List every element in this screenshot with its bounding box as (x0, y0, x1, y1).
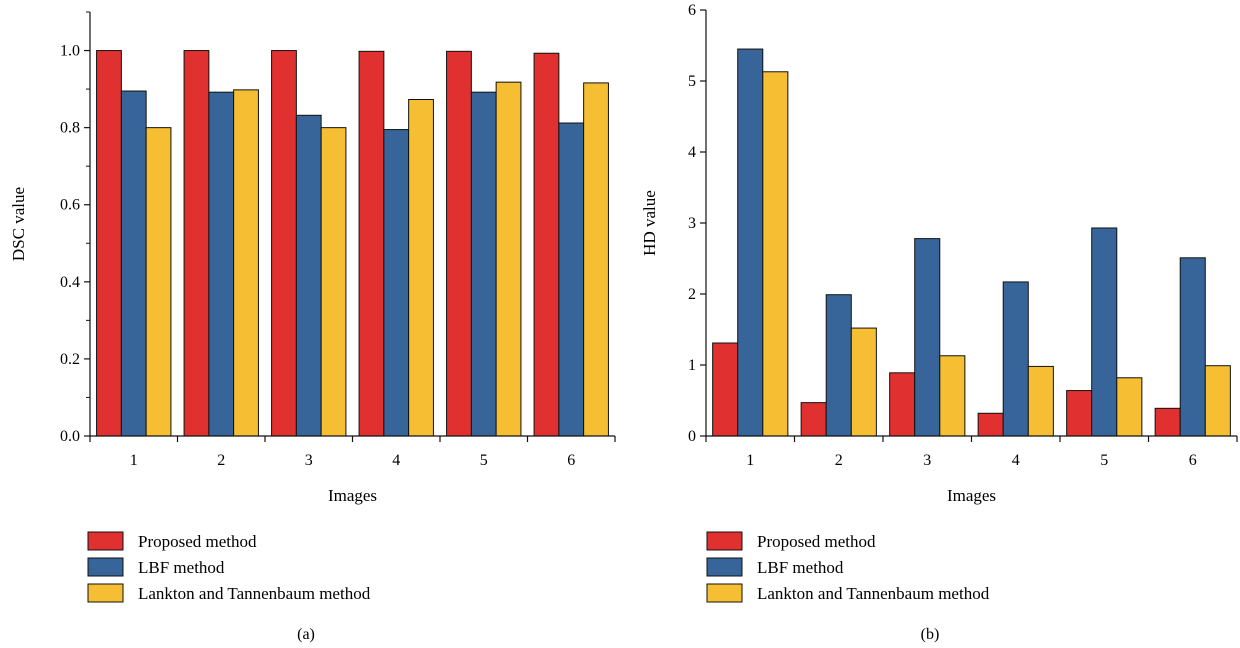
legend-swatch-3 (87, 583, 124, 603)
bar-2-1 (737, 48, 764, 437)
x-tick-label: 6 (1189, 452, 1197, 469)
y-tick-label: 2 (688, 286, 696, 303)
legend-label-1: Proposed method (757, 532, 876, 551)
bar-2-5 (470, 91, 497, 437)
bar-3-5 (1116, 377, 1143, 437)
bar-3-2 (233, 89, 259, 437)
bar-1-3 (271, 50, 297, 437)
bar-1-6 (1154, 407, 1181, 437)
bar-3-2 (850, 327, 877, 437)
bar-1-6 (533, 52, 560, 437)
bar-1-5 (1066, 390, 1093, 437)
x-tick-label: 1 (130, 452, 138, 469)
bar-2-6 (558, 122, 585, 437)
legend-label-1: Proposed method (138, 532, 257, 551)
bar-1-2 (800, 402, 827, 437)
bar-1-2 (183, 50, 210, 437)
bar-2-1 (120, 90, 147, 437)
bar-1-1 (712, 342, 739, 437)
bar-2-4 (1002, 281, 1029, 437)
panel-label: (b) (921, 626, 940, 643)
x-tick-label: 5 (480, 452, 488, 469)
legend-swatch-2 (87, 557, 124, 577)
y-tick-label: 1.0 (60, 43, 80, 60)
legend-swatch-1 (706, 531, 743, 551)
legend-label-2: LBF method (757, 558, 844, 577)
y-tick-label: 0.4 (60, 274, 80, 291)
bar-3-1 (762, 71, 789, 437)
panel-label: (a) (297, 626, 315, 643)
bar-3-1 (145, 127, 172, 437)
legend-label-3: Lankton and Tannenbaum method (138, 584, 371, 603)
x-tick-label: 4 (392, 452, 400, 469)
bar-1-5 (446, 50, 472, 437)
legend-swatch-3 (706, 583, 743, 603)
x-axis-title: Images (328, 486, 377, 505)
y-tick-label: 5 (688, 73, 696, 90)
bar-2-2 (208, 91, 235, 437)
bar-2-3 (295, 114, 322, 437)
bar-2-5 (1091, 227, 1118, 437)
x-tick-label: 2 (835, 452, 843, 469)
x-axis-title: Images (947, 486, 996, 505)
y-tick-label: 3 (688, 215, 696, 232)
x-tick-label: 1 (746, 452, 754, 469)
bar-1-1 (96, 50, 122, 437)
y-tick-label: 0.2 (60, 351, 80, 368)
y-tick-label: 4 (688, 144, 696, 161)
x-tick-label: 5 (1100, 452, 1108, 469)
legend-swatch-1 (87, 531, 124, 551)
chart-dsc: 0.0 0.2 0.4 0.6 0.8 1.0 1 2 3 4 5 6 Images DSC value P… (9, 11, 616, 643)
x-tick-label: 6 (567, 452, 575, 469)
bar-3-3 (939, 355, 966, 437)
bar-2-2 (825, 294, 852, 437)
bar-3-6 (1204, 365, 1231, 437)
y-axis-title: DSC value (9, 187, 28, 261)
y-tick-label: 1 (688, 357, 696, 374)
y-tick-label: 0 (688, 428, 696, 445)
bar-2-3 (914, 238, 941, 437)
bar-3-4 (408, 99, 434, 437)
x-tick-label: 3 (305, 452, 313, 469)
bar-3-6 (583, 82, 609, 437)
y-axis-title: HD value (640, 190, 659, 256)
x-tick-label: 2 (217, 452, 225, 469)
legend-swatch-2 (706, 557, 743, 577)
bar-3-5 (495, 81, 522, 437)
legend-label-2: LBF method (138, 558, 225, 577)
bar-2-6 (1179, 257, 1206, 437)
bar-1-4 (977, 412, 1004, 437)
y-tick-label: 0.6 (60, 197, 80, 214)
y-tick-label: 0.8 (60, 120, 80, 137)
bar-2-4 (383, 129, 410, 437)
x-tick-label: 3 (923, 452, 931, 469)
bar-1-3 (889, 372, 916, 437)
legend-label-3: Lankton and Tannenbaum method (757, 584, 990, 603)
x-tick-label: 4 (1012, 452, 1020, 469)
y-tick-label: 0.0 (60, 428, 80, 445)
bar-3-4 (1027, 365, 1054, 437)
chart-hd: 0 1 2 3 4 5 6 1 2 3 4 5 6 Images HD value Proposed meth… (640, 2, 1238, 643)
bar-3-3 (320, 127, 347, 437)
y-tick-label: 6 (688, 2, 696, 19)
bar-1-4 (358, 50, 385, 437)
